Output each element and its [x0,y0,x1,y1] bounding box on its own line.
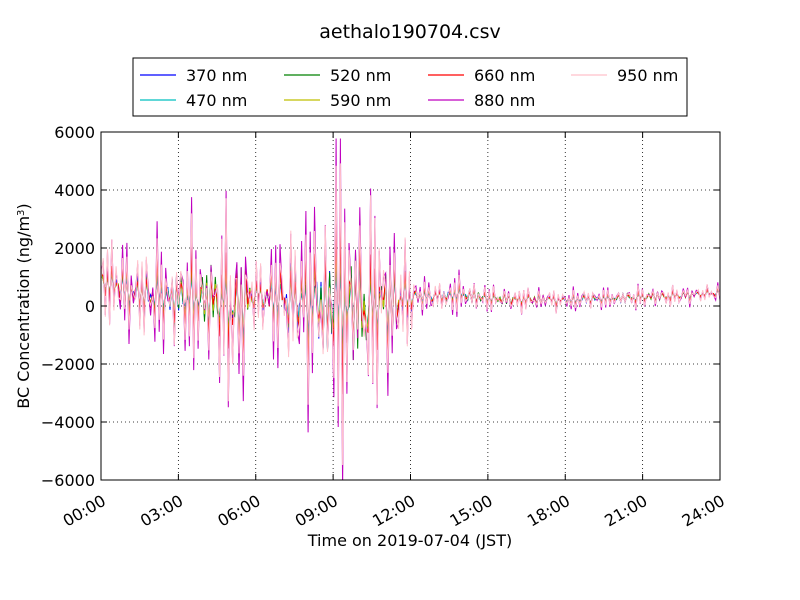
y-tick-label: 6000 [54,123,95,142]
y-tick-label: 0 [85,297,95,316]
x-tick-label: 24:00 [679,491,728,531]
y-axis-label-end: ) [14,203,33,209]
legend-label: 880 nm [474,91,535,110]
x-tick-label: 09:00 [292,491,341,531]
y-tick-label: −6000 [41,471,95,490]
x-tick-label: 06:00 [214,491,263,531]
x-tick-label: 18:00 [524,491,573,531]
x-axis-label: Time on 2019-07-04 (JST) [307,531,512,550]
legend-label: 590 nm [330,91,391,110]
y-tick-label: 2000 [54,239,95,258]
legend-box [132,57,688,117]
chart-title: aethalo190704.csv [319,21,501,43]
y-tick-label: 4000 [54,181,95,200]
x-tick-label: 03:00 [137,491,186,531]
legend-label: 950 nm [617,66,678,85]
legend: 370 nm 470 nm 520 nm 590 nm 660 nm 880 nm 950 … [132,57,688,117]
y-tick-label: −2000 [41,355,95,374]
x-tick-label: 12:00 [369,491,418,531]
series-layer [101,138,720,480]
y-axis-label-main: BC Concentration (ng/m [14,216,33,409]
legend-label: 370 nm [186,66,247,85]
legend-label: 520 nm [330,66,391,85]
y-axis-label: BC Concentration (ng/m3) [14,203,33,408]
x-tick-label: 00:00 [60,491,109,531]
y-tick-label: −4000 [41,413,95,432]
series-line-950-nm [101,163,720,466]
legend-label: 470 nm [186,91,247,110]
x-tick-label: 21:00 [601,491,650,531]
x-tick-label: 15:00 [446,491,495,531]
y-axis-label-superscript: 3 [16,210,27,216]
legend-label: 660 nm [474,66,535,85]
